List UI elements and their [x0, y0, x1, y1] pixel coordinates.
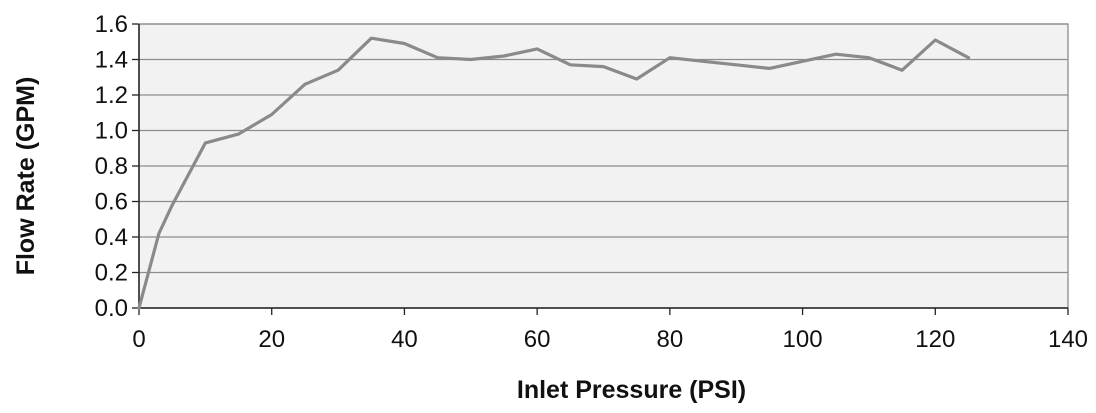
x-tick-label: 60 [524, 326, 551, 353]
y-tick-label: 0.0 [95, 295, 128, 322]
x-tick-label: 20 [258, 326, 285, 353]
x-tick-label: 0 [132, 326, 145, 353]
y-tick-label: 1.6 [95, 11, 128, 38]
y-tick-label: 1.4 [95, 47, 128, 74]
series-line [137, 36, 971, 310]
x-tick-label: 120 [915, 326, 955, 353]
y-axis-title: Flow Rate (GPM) [12, 77, 40, 276]
y-tick-label: 0.4 [95, 224, 128, 251]
y-tick-label: 1.2 [95, 82, 128, 109]
x-tick-label: 100 [783, 326, 823, 353]
axes [132, 23, 1069, 315]
x-axis-title: Inlet Pressure (PSI) [517, 376, 746, 404]
y-tick-label: 1.0 [95, 118, 128, 145]
x-tick-label: 40 [391, 326, 418, 353]
y-tick-label: 0.8 [95, 153, 128, 180]
y-tick-label: 0.2 [95, 260, 128, 287]
series-layer [137, 36, 971, 310]
x-tick-label: 140 [1048, 326, 1088, 353]
x-tick-label: 80 [657, 326, 684, 353]
y-tick-label: 0.6 [95, 189, 128, 216]
tick-labels: 0.0 0.2 0.4 0.6 0.8 1.0 1.2 1.4 1.6 0 20 40 60 80 100 1… [95, 11, 1088, 353]
